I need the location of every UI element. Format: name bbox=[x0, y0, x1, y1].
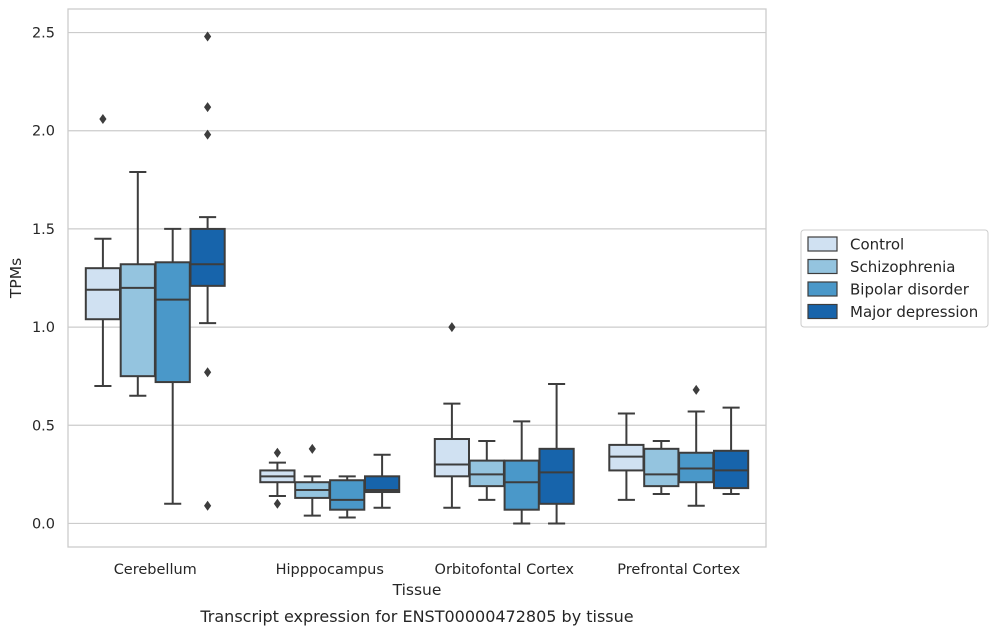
legend-label: Bipolar disorder bbox=[850, 281, 970, 299]
outlier-point bbox=[448, 322, 456, 333]
series-group bbox=[84, 113, 645, 509]
box-body bbox=[119, 263, 156, 378]
y-axis-ticks: 0.0 0.5 1.0 1.5 2.0 2.5 bbox=[32, 26, 55, 533]
y-tick-label: 2.5 bbox=[32, 26, 55, 42]
box-body bbox=[643, 447, 680, 488]
box bbox=[259, 447, 296, 509]
legend-swatch bbox=[807, 303, 838, 320]
y-tick-label: 0.5 bbox=[32, 418, 55, 434]
box-body bbox=[84, 267, 122, 321]
legend-swatch bbox=[807, 258, 838, 275]
box bbox=[363, 453, 401, 509]
outlier-point bbox=[204, 500, 212, 511]
box-body bbox=[433, 438, 471, 478]
box bbox=[678, 384, 715, 507]
outlier-point bbox=[273, 447, 281, 458]
outlier-point bbox=[273, 498, 281, 509]
box bbox=[189, 31, 226, 511]
legend-frame bbox=[800, 229, 989, 328]
box-body bbox=[538, 447, 575, 505]
x-axis-label: Tissue bbox=[392, 581, 442, 599]
legend: Control Schizophrenia Bipolar disorder Majo… bbox=[800, 229, 989, 328]
y-tick-label: 1.5 bbox=[32, 222, 55, 238]
series-group bbox=[154, 227, 715, 525]
legend-item: Major depression bbox=[807, 303, 978, 321]
outlier-point bbox=[204, 129, 212, 140]
legend-item: Control bbox=[807, 236, 904, 254]
x-tick-label: Prefrontal Cortex bbox=[617, 562, 740, 578]
legend-swatch bbox=[807, 236, 838, 252]
legend-label: Schizophrenia bbox=[850, 258, 955, 276]
series-group bbox=[119, 170, 680, 517]
box bbox=[433, 322, 471, 509]
legend-label: Major depression bbox=[850, 303, 978, 321]
x-tick-label: Orbitofontal Cortex bbox=[435, 562, 575, 578]
box-series bbox=[84, 31, 750, 525]
box-body bbox=[154, 261, 191, 384]
box bbox=[538, 383, 575, 525]
box bbox=[119, 170, 156, 397]
y-tick-label: 2.0 bbox=[32, 124, 55, 140]
legend-swatch bbox=[807, 281, 838, 297]
legend-label: Control bbox=[850, 236, 904, 254]
box-body bbox=[503, 459, 540, 511]
box-body bbox=[189, 227, 226, 287]
outlier-point bbox=[204, 31, 212, 42]
legend-item: Schizophrenia bbox=[807, 258, 955, 276]
box-body bbox=[329, 479, 366, 511]
legend-item: Bipolar disorder bbox=[807, 281, 970, 299]
figure-caption: Transcript expression for ENST0000047280… bbox=[199, 607, 633, 626]
outlier-point bbox=[204, 367, 212, 378]
box bbox=[154, 227, 191, 505]
y-tick-label: 1.0 bbox=[32, 320, 55, 336]
box bbox=[329, 475, 366, 519]
outlier-point bbox=[99, 113, 107, 124]
x-tick-label: Cerebellum bbox=[114, 562, 197, 578]
box bbox=[643, 439, 680, 495]
y-tick-label: 0.0 bbox=[32, 516, 55, 532]
x-axis-ticks: Cerebellum Hipppocampus Orbitofontal Corte… bbox=[114, 562, 741, 578]
outlier-point bbox=[204, 102, 212, 113]
x-tick-label: Hipppocampus bbox=[276, 562, 384, 578]
outlier-point bbox=[308, 443, 316, 454]
box bbox=[608, 412, 645, 501]
y-axis-label: TPMs bbox=[7, 258, 25, 299]
plot-area-frame bbox=[67, 8, 767, 548]
box-body bbox=[363, 475, 401, 494]
outlier-point bbox=[692, 384, 700, 395]
box bbox=[712, 406, 750, 495]
series-group bbox=[189, 31, 750, 525]
